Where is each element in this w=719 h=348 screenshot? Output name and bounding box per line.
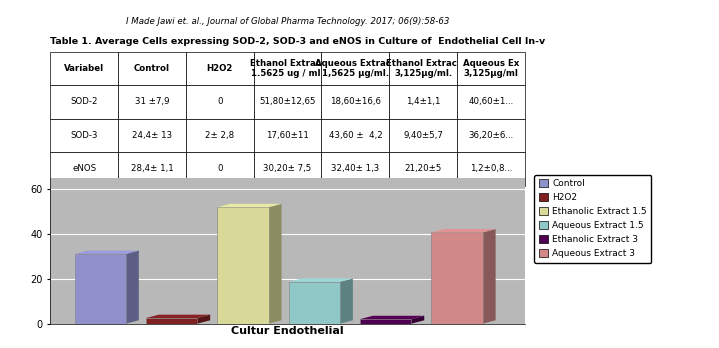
Polygon shape bbox=[146, 315, 210, 318]
X-axis label: Cultur Endothelial: Cultur Endothelial bbox=[232, 326, 344, 337]
Polygon shape bbox=[360, 316, 424, 319]
Polygon shape bbox=[126, 251, 139, 324]
Polygon shape bbox=[217, 204, 282, 207]
Text: Table 1. Average Cells expressing SOD-2, SOD-3 and eNOS in Culture of  Endotheli: Table 1. Average Cells expressing SOD-2,… bbox=[50, 37, 546, 46]
Polygon shape bbox=[269, 204, 282, 324]
Bar bbox=[431, 232, 482, 324]
Polygon shape bbox=[482, 229, 495, 324]
Bar bbox=[288, 282, 340, 324]
Bar bbox=[360, 319, 411, 324]
Bar bbox=[217, 207, 269, 324]
Legend: Control, H2O2, Ethanolic Extract 1.5, Aqueous Extract 1.5, Ethanolic Extract 3, : Control, H2O2, Ethanolic Extract 1.5, Aq… bbox=[534, 175, 651, 263]
Polygon shape bbox=[197, 315, 210, 324]
Bar bbox=[146, 318, 197, 324]
Text: I Made Jawi et. al., Journal of Global Pharma Technology. 2017; 06(9):58-63: I Made Jawi et. al., Journal of Global P… bbox=[126, 17, 449, 26]
Polygon shape bbox=[340, 278, 353, 324]
Polygon shape bbox=[75, 251, 139, 254]
Bar bbox=[75, 254, 126, 324]
Polygon shape bbox=[411, 316, 424, 324]
Polygon shape bbox=[431, 229, 495, 232]
Polygon shape bbox=[288, 278, 353, 282]
